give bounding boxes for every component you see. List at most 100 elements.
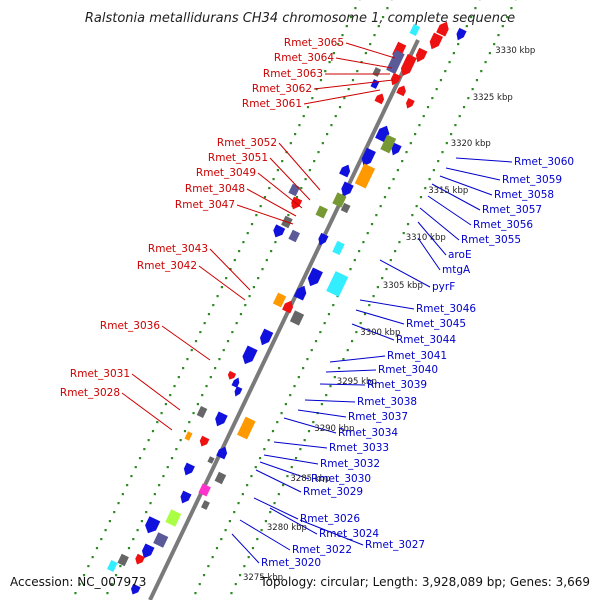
gene-feature — [409, 24, 421, 36]
dots-outer-right-dot — [238, 574, 242, 577]
dots-outer-left-dot — [268, 187, 271, 190]
dots-outer-right-dot — [286, 475, 289, 478]
kbp-tick-label: 3290 kbp — [314, 424, 354, 434]
dots-inner-left-dot — [356, 70, 359, 73]
dots-inner-left-dot — [188, 421, 191, 424]
gene-feature — [199, 435, 210, 447]
dots-outer-left-dot — [298, 124, 301, 127]
dots-outer-right-dot — [488, 52, 491, 55]
gene-feature — [153, 532, 169, 548]
kbp-tick-label: 3280 kbp — [267, 523, 307, 533]
gene-label-left: Rmet_3064 — [274, 52, 334, 64]
dots-outer-left-dot — [328, 61, 331, 64]
left-leader-line — [161, 325, 211, 361]
dots-inner-left-dot — [222, 349, 225, 352]
dots-inner-right-dot — [474, 7, 477, 10]
dots-outer-right-dot — [325, 394, 328, 397]
dots-inner-left-dot — [127, 547, 131, 550]
dots-outer-left-dot — [311, 97, 314, 100]
dots-inner-right-dot — [358, 250, 361, 253]
dots-inner-right-dot — [405, 151, 408, 154]
dots-outer-right-dot — [389, 259, 392, 262]
dots-inner-left-dot — [326, 133, 329, 136]
dots-outer-left-dot — [100, 538, 103, 541]
right-leader-line — [319, 383, 366, 386]
dots-inner-left-dot — [166, 466, 169, 469]
right-leader-line — [325, 369, 377, 373]
right-leader-line — [283, 417, 337, 434]
dots-outer-right-dot — [501, 25, 504, 28]
dots-inner-left-dot — [386, 7, 389, 10]
dots-inner-right-dot — [327, 313, 331, 316]
gene-feature — [183, 462, 195, 476]
gene-feature — [207, 456, 215, 464]
gene-feature — [107, 560, 118, 572]
gene-label-right: Rmet_3040 — [378, 364, 438, 376]
gene-feature — [374, 93, 385, 105]
dots-inner-right-dot — [224, 529, 227, 532]
dots-outer-right-dot — [437, 160, 440, 163]
gene-feature — [216, 446, 228, 460]
dots-inner-right-dot — [310, 349, 313, 352]
dots-outer-right-dot — [273, 502, 276, 505]
dots-inner-left-dot — [106, 592, 109, 595]
gene-label-right: Rmet_3044 — [396, 334, 456, 346]
dots-inner-left-dot — [373, 34, 376, 37]
dots-outer-right-dot — [277, 493, 280, 496]
dots-outer-left-dot — [126, 484, 129, 487]
dots-inner-right-dot — [444, 70, 447, 73]
right-leader-line — [417, 237, 441, 271]
dots-outer-left-dot — [263, 196, 267, 199]
dotted-guides — [74, 0, 517, 595]
dots-outer-left-dot — [95, 547, 99, 550]
dots-inner-right-dot — [302, 367, 305, 370]
dots-outer-right-dot — [303, 439, 306, 442]
dots-inner-right-dot — [254, 466, 257, 469]
right-leader-line — [355, 309, 405, 325]
gene-label-right: Rmet_3026 — [300, 513, 360, 525]
gene-label-right: Rmet_3059 — [502, 174, 562, 186]
dots-outer-right-dot — [282, 484, 285, 487]
dots-outer-left-dot — [246, 232, 249, 235]
dots-outer-left-dot — [147, 439, 150, 442]
dots-outer-left-dot — [319, 79, 323, 82]
dots-inner-right-dot — [289, 394, 292, 397]
gene-feature — [380, 134, 397, 154]
dots-inner-right-dot — [198, 583, 201, 586]
dots-outer-right-dot — [312, 421, 315, 424]
dots-outer-right-dot — [294, 457, 298, 460]
gene-feature — [436, 21, 449, 37]
dots-inner-right-dot — [228, 520, 232, 523]
dots-inner-right-dot — [418, 124, 421, 127]
gene-label-right: Rmet_3022 — [292, 544, 352, 556]
gene-feature — [318, 232, 329, 246]
gene-label-left: Rmet_3052 — [217, 137, 277, 149]
dots-outer-right-dot — [484, 61, 487, 64]
right-leader-line — [419, 207, 460, 241]
left-leader-line — [257, 172, 303, 209]
dots-outer-left-dot — [281, 160, 284, 163]
right-leader-line — [351, 323, 395, 341]
dots-outer-right-dot — [307, 430, 311, 433]
gene-feature — [354, 163, 376, 189]
gene-feature — [196, 406, 208, 418]
gene-label-right: Rmet_3046 — [416, 303, 476, 315]
gene-feature — [227, 370, 237, 380]
dots-inner-left-dot — [382, 16, 385, 19]
dots-outer-left-dot — [306, 106, 310, 109]
dots-inner-right-dot — [306, 358, 309, 361]
dots-inner-left-dot — [179, 439, 182, 442]
gene-feature — [272, 292, 287, 308]
gene-feature — [180, 490, 192, 504]
dots-outer-right-dot — [260, 529, 263, 532]
left-leader-line — [303, 89, 381, 105]
dots-outer-right-dot — [450, 133, 453, 136]
gene-feature — [406, 98, 415, 109]
dots-inner-right-dot — [323, 322, 326, 325]
kbp-tick-label: 3275 kbp — [243, 573, 283, 583]
dots-outer-right-dot — [376, 286, 379, 289]
gene-feature — [415, 47, 428, 63]
dots-outer-right-dot — [256, 538, 259, 541]
dots-inner-left-dot — [110, 583, 113, 586]
